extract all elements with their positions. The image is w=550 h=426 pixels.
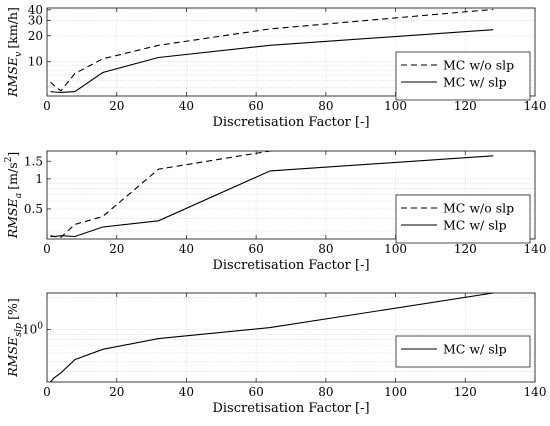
legend: MC w/o slp MC w/ slp bbox=[395, 51, 531, 101]
legend-box bbox=[395, 335, 531, 368]
legend-label: MC w/ slp bbox=[443, 75, 507, 90]
x-tick-label: 40 bbox=[179, 99, 194, 113]
legend: MC w/ slp bbox=[395, 335, 531, 368]
x-tick-label: 120 bbox=[454, 242, 477, 256]
y-axis-label: RMSEslp[%] bbox=[5, 298, 24, 378]
x-tick-label: 80 bbox=[318, 385, 333, 399]
y-tick-label: 1 bbox=[35, 172, 43, 186]
series-line-mc-w-o-slp bbox=[50, 8, 494, 92]
y-tick-label: 40 bbox=[28, 3, 43, 17]
legend-label: MC w/o slp bbox=[443, 201, 514, 216]
x-tick-label: 0 bbox=[43, 242, 51, 256]
x-tick-label: 60 bbox=[249, 242, 264, 256]
x-tick-label: 40 bbox=[179, 385, 194, 399]
x-tick-label: 60 bbox=[249, 385, 264, 399]
legend-box bbox=[395, 51, 531, 101]
series-line-mc-w-slp bbox=[50, 29, 494, 93]
y-tick-label: 100 bbox=[22, 321, 43, 336]
legend-box bbox=[395, 194, 531, 244]
legend-label: MC w/o slp bbox=[443, 58, 514, 73]
x-tick-label: 100 bbox=[384, 99, 407, 113]
legend-label: MC w/ slp bbox=[443, 342, 507, 357]
x-tick-label: 140 bbox=[524, 99, 547, 113]
plot-area bbox=[50, 151, 494, 238]
y-tick-label: 10 bbox=[28, 55, 43, 69]
x-tick-label: 100 bbox=[384, 385, 407, 399]
legend: MC w/o slp MC w/ slp bbox=[395, 194, 531, 244]
x-tick-label: 140 bbox=[524, 242, 547, 256]
y-tick-label: 30 bbox=[28, 14, 43, 28]
x-tick-label: 0 bbox=[43, 99, 51, 113]
y-tick-label: 20 bbox=[28, 29, 43, 43]
series-line-mc-w-slp bbox=[50, 155, 494, 238]
x-tick-label: 80 bbox=[318, 242, 333, 256]
chart-1: 0 20 40 60 80 100 120 14010203040Discretisation… bbox=[5, 3, 546, 130]
x-tick-label: 100 bbox=[384, 242, 407, 256]
y-axis-label: RMSEv[km/h] bbox=[5, 7, 24, 98]
y-tick-label: 1.5 bbox=[24, 154, 43, 168]
x-tick-label: 40 bbox=[179, 242, 194, 256]
plot-area bbox=[50, 293, 494, 382]
y-tick-label: 0.5 bbox=[24, 202, 43, 216]
axes-box bbox=[46, 150, 536, 240]
x-tick-label: 20 bbox=[109, 242, 124, 256]
x-tick-label: 60 bbox=[249, 99, 264, 113]
x-tick-label: 20 bbox=[109, 385, 124, 399]
legend-label: MC w/ slp bbox=[443, 218, 507, 233]
x-tick-label: 20 bbox=[109, 99, 124, 113]
x-tick-label: 120 bbox=[454, 99, 477, 113]
x-tick-label: 80 bbox=[318, 99, 333, 113]
x-axis-label: Discretisation Factor [-] bbox=[212, 258, 369, 273]
chart-2: 0 20 40 60 80 100 120 140 0.5 1 1.5 Discretisation … bbox=[4, 150, 547, 273]
axes-box bbox=[46, 7, 536, 97]
x-axis-label: Discretisation Factor [-] bbox=[212, 401, 369, 416]
axes-box bbox=[46, 292, 536, 383]
chart-3: 0 20 40 60 80 100 120 140 100 Discretisation Fact… bbox=[5, 292, 547, 416]
x-tick-label: 120 bbox=[454, 385, 477, 399]
y-axis-label: RMSEa[m/s2] bbox=[4, 152, 24, 240]
series-line-mc-w-slp bbox=[50, 293, 494, 382]
x-tick-label: 140 bbox=[524, 385, 547, 399]
x-axis-label: Discretisation Factor [-] bbox=[212, 115, 369, 130]
x-tick-label: 0 bbox=[43, 385, 51, 399]
plot-area bbox=[50, 8, 494, 93]
